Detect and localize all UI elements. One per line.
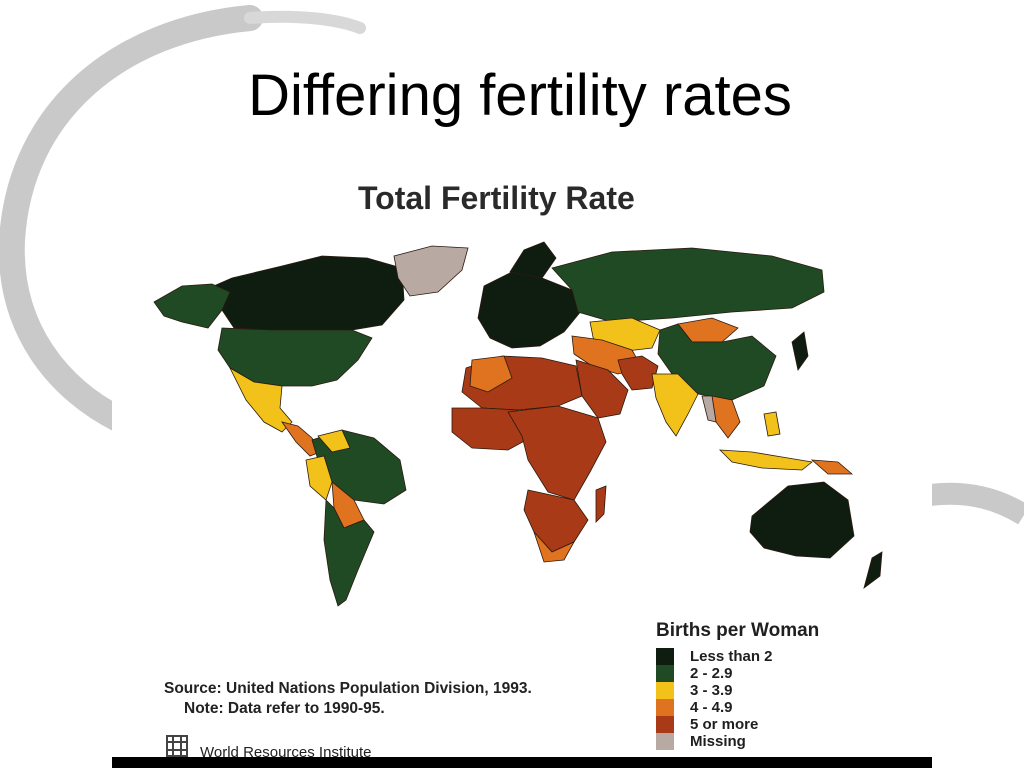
legend-swatch xyxy=(656,648,674,665)
wri-logo-icon xyxy=(166,734,188,757)
legend-label: 4 - 4.9 xyxy=(690,699,733,716)
region-morocco-algeria xyxy=(469,355,513,393)
legend-title: Births per Woman xyxy=(656,620,820,641)
legend-item: 2 - 2.9 xyxy=(656,665,876,682)
region-philippines xyxy=(763,411,781,437)
legend-swatch xyxy=(656,716,674,733)
publisher-name: World Resources Institute xyxy=(200,744,372,761)
legend-label: 2 - 2.9 xyxy=(690,665,733,682)
region-southern-south-america xyxy=(323,499,375,607)
region-afghanistan-pakistan xyxy=(617,355,659,391)
legend-label: Less than 2 xyxy=(690,648,773,665)
region-scandinavia xyxy=(509,241,557,279)
slide-title: Differing fertility rates xyxy=(248,63,792,128)
legend-label: Missing xyxy=(690,733,746,750)
legend-item: Missing xyxy=(656,733,876,750)
region-china xyxy=(657,323,777,401)
region-japan xyxy=(791,331,809,371)
region-greenland xyxy=(393,245,469,297)
source-text: Source: United Nations Population Divisi… xyxy=(164,680,532,697)
legend-label: 5 or more xyxy=(690,716,759,733)
legend-label: 3 - 3.9 xyxy=(690,682,733,699)
region-southern-africa xyxy=(523,489,589,553)
legend-item: 4 - 4.9 xyxy=(656,699,876,716)
region-new-zealand xyxy=(863,551,883,590)
legend-swatch xyxy=(656,665,674,682)
region-mexico xyxy=(229,366,293,433)
legend-item: 3 - 3.9 xyxy=(656,682,876,699)
region-new-guinea xyxy=(810,459,854,475)
region-central-africa xyxy=(507,405,607,501)
region-russia xyxy=(551,247,825,323)
legend-swatch xyxy=(656,682,674,699)
region-usa xyxy=(217,327,373,387)
map-figure: Total Fertility Rate Births per Woman Le… xyxy=(112,160,932,768)
region-indonesia xyxy=(718,449,813,471)
legend-swatch xyxy=(656,699,674,716)
region-australia xyxy=(749,481,855,559)
region-madagascar xyxy=(595,485,607,523)
region-southeast-asia xyxy=(711,395,741,439)
region-indochina-missing xyxy=(701,395,717,423)
region-venezuela xyxy=(317,429,351,453)
region-canada xyxy=(199,255,405,333)
publisher-credit: World Resources Institute xyxy=(164,730,371,761)
note-text: Note: Data refer to 1990-95. xyxy=(184,700,385,717)
map-heading: Total Fertility Rate xyxy=(358,180,635,216)
region-peru xyxy=(305,455,333,501)
region-alaska xyxy=(153,283,231,329)
legend-item: 5 or more xyxy=(656,716,876,733)
bottom-bar xyxy=(112,757,932,768)
region-west-africa xyxy=(451,407,531,451)
region-india xyxy=(651,373,699,437)
region-south-africa xyxy=(533,531,575,563)
world-map xyxy=(153,241,883,607)
legend-swatch xyxy=(656,733,674,750)
legend-item: Less than 2 xyxy=(656,648,876,665)
